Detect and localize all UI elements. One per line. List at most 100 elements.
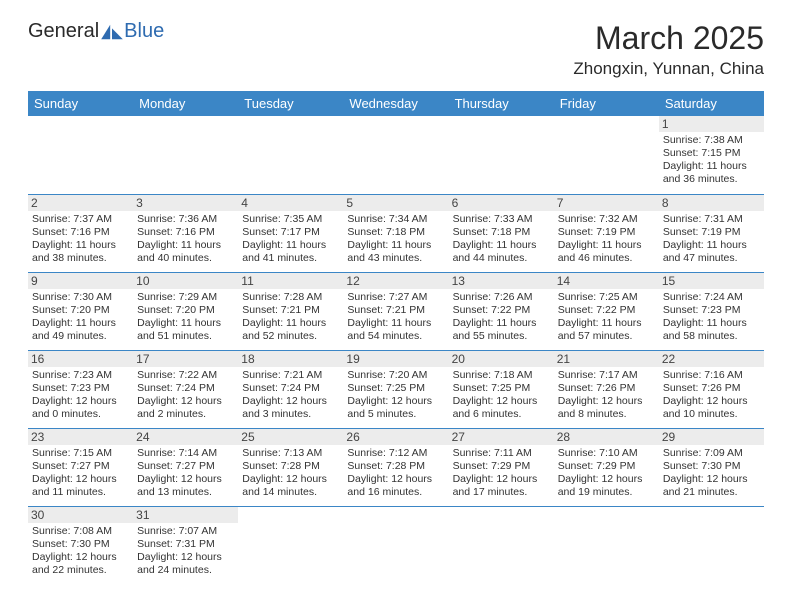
calendar-cell: 30Sunrise: 7:08 AMSunset: 7:30 PMDayligh… (28, 506, 133, 584)
sunrise-line: Sunrise: 7:09 AM (663, 447, 760, 460)
calendar-cell: 1Sunrise: 7:38 AMSunset: 7:15 PMDaylight… (659, 116, 764, 194)
daylight-line-2: and 41 minutes. (242, 252, 339, 265)
daylight-line-2: and 11 minutes. (32, 486, 129, 499)
daylight-line: Daylight: 11 hours (558, 239, 655, 252)
location: Zhongxin, Yunnan, China (573, 59, 764, 79)
calendar-body: 1Sunrise: 7:38 AMSunset: 7:15 PMDaylight… (28, 116, 764, 584)
sunset-line: Sunset: 7:28 PM (242, 460, 339, 473)
calendar-cell: 28Sunrise: 7:10 AMSunset: 7:29 PMDayligh… (554, 428, 659, 506)
calendar-cell: 20Sunrise: 7:18 AMSunset: 7:25 PMDayligh… (449, 350, 554, 428)
daylight-line: Daylight: 11 hours (453, 239, 550, 252)
daylight-line: Daylight: 12 hours (453, 473, 550, 486)
daylight-line: Daylight: 12 hours (558, 395, 655, 408)
page-header: General Blue March 2025 Zhongxin, Yunnan… (28, 20, 764, 79)
sunrise-line: Sunrise: 7:15 AM (32, 447, 129, 460)
daylight-line-2: and 3 minutes. (242, 408, 339, 421)
calendar-cell (343, 116, 448, 194)
day-number: 24 (133, 429, 238, 445)
day-number: 4 (238, 195, 343, 211)
sunset-line: Sunset: 7:21 PM (347, 304, 444, 317)
calendar-row: 2Sunrise: 7:37 AMSunset: 7:16 PMDaylight… (28, 194, 764, 272)
daylight-line-2: and 52 minutes. (242, 330, 339, 343)
sunrise-line: Sunrise: 7:36 AM (137, 213, 234, 226)
calendar-cell: 31Sunrise: 7:07 AMSunset: 7:31 PMDayligh… (133, 506, 238, 584)
weekday-header-row: Sunday Monday Tuesday Wednesday Thursday… (28, 91, 764, 116)
logo-text-general: General (28, 20, 99, 43)
sunset-line: Sunset: 7:20 PM (32, 304, 129, 317)
daylight-line-2: and 5 minutes. (347, 408, 444, 421)
daylight-line: Daylight: 11 hours (242, 239, 339, 252)
sunset-line: Sunset: 7:24 PM (242, 382, 339, 395)
sunrise-line: Sunrise: 7:08 AM (32, 525, 129, 538)
day-number: 7 (554, 195, 659, 211)
sunset-line: Sunset: 7:19 PM (558, 226, 655, 239)
sunrise-line: Sunrise: 7:37 AM (32, 213, 129, 226)
calendar-cell: 18Sunrise: 7:21 AMSunset: 7:24 PMDayligh… (238, 350, 343, 428)
day-number: 3 (133, 195, 238, 211)
calendar-cell (449, 506, 554, 584)
dow-monday: Monday (133, 91, 238, 116)
calendar-row: 23Sunrise: 7:15 AMSunset: 7:27 PMDayligh… (28, 428, 764, 506)
daylight-line: Daylight: 11 hours (242, 317, 339, 330)
sunrise-line: Sunrise: 7:28 AM (242, 291, 339, 304)
day-number: 15 (659, 273, 764, 289)
daylight-line: Daylight: 12 hours (137, 395, 234, 408)
sunset-line: Sunset: 7:23 PM (663, 304, 760, 317)
sunset-line: Sunset: 7:19 PM (663, 226, 760, 239)
sunrise-line: Sunrise: 7:33 AM (453, 213, 550, 226)
sunset-line: Sunset: 7:22 PM (558, 304, 655, 317)
daylight-line: Daylight: 11 hours (558, 317, 655, 330)
calendar-cell: 5Sunrise: 7:34 AMSunset: 7:18 PMDaylight… (343, 194, 448, 272)
sunset-line: Sunset: 7:18 PM (453, 226, 550, 239)
day-number: 30 (28, 507, 133, 523)
sunrise-line: Sunrise: 7:16 AM (663, 369, 760, 382)
daylight-line-2: and 2 minutes. (137, 408, 234, 421)
calendar-row: 9Sunrise: 7:30 AMSunset: 7:20 PMDaylight… (28, 272, 764, 350)
daylight-line-2: and 0 minutes. (32, 408, 129, 421)
sunrise-line: Sunrise: 7:24 AM (663, 291, 760, 304)
day-number: 10 (133, 273, 238, 289)
sunrise-line: Sunrise: 7:11 AM (453, 447, 550, 460)
daylight-line: Daylight: 12 hours (453, 395, 550, 408)
calendar-cell: 12Sunrise: 7:27 AMSunset: 7:21 PMDayligh… (343, 272, 448, 350)
daylight-line: Daylight: 11 hours (32, 239, 129, 252)
day-number: 22 (659, 351, 764, 367)
sunset-line: Sunset: 7:29 PM (453, 460, 550, 473)
daylight-line-2: and 54 minutes. (347, 330, 444, 343)
dow-friday: Friday (554, 91, 659, 116)
daylight-line: Daylight: 11 hours (663, 239, 760, 252)
calendar-cell: 15Sunrise: 7:24 AMSunset: 7:23 PMDayligh… (659, 272, 764, 350)
day-number: 25 (238, 429, 343, 445)
sail-icon (101, 23, 123, 41)
sunrise-line: Sunrise: 7:18 AM (453, 369, 550, 382)
dow-thursday: Thursday (449, 91, 554, 116)
calendar-cell: 29Sunrise: 7:09 AMSunset: 7:30 PMDayligh… (659, 428, 764, 506)
sunrise-line: Sunrise: 7:38 AM (663, 134, 760, 147)
calendar-cell: 3Sunrise: 7:36 AMSunset: 7:16 PMDaylight… (133, 194, 238, 272)
daylight-line: Daylight: 12 hours (347, 395, 444, 408)
calendar-cell: 22Sunrise: 7:16 AMSunset: 7:26 PMDayligh… (659, 350, 764, 428)
daylight-line: Daylight: 12 hours (32, 551, 129, 564)
calendar-cell: 4Sunrise: 7:35 AMSunset: 7:17 PMDaylight… (238, 194, 343, 272)
dow-saturday: Saturday (659, 91, 764, 116)
daylight-line: Daylight: 11 hours (32, 317, 129, 330)
sunset-line: Sunset: 7:21 PM (242, 304, 339, 317)
day-number: 16 (28, 351, 133, 367)
month-title: March 2025 (573, 20, 764, 57)
calendar-cell: 7 Sunrise: 7:32 AMSunset: 7:19 PMDaylight… (554, 194, 659, 272)
daylight-line-2: and 19 minutes. (558, 486, 655, 499)
sunset-line: Sunset: 7:25 PM (453, 382, 550, 395)
sunset-line: Sunset: 7:28 PM (347, 460, 444, 473)
day-number: 5 (343, 195, 448, 211)
sunset-line: Sunset: 7:27 PM (32, 460, 129, 473)
daylight-line-2: and 22 minutes. (32, 564, 129, 577)
day-number: 14 (554, 273, 659, 289)
daylight-line: Daylight: 11 hours (663, 160, 760, 173)
daylight-line: Daylight: 12 hours (242, 473, 339, 486)
sunrise-line: Sunrise: 7:10 AM (558, 447, 655, 460)
day-number: 31 (133, 507, 238, 523)
daylight-line-2: and 43 minutes. (347, 252, 444, 265)
day-number: 13 (449, 273, 554, 289)
sunrise-line: Sunrise: 7:32 AM (558, 213, 655, 226)
sunrise-line: Sunrise: 7:22 AM (137, 369, 234, 382)
